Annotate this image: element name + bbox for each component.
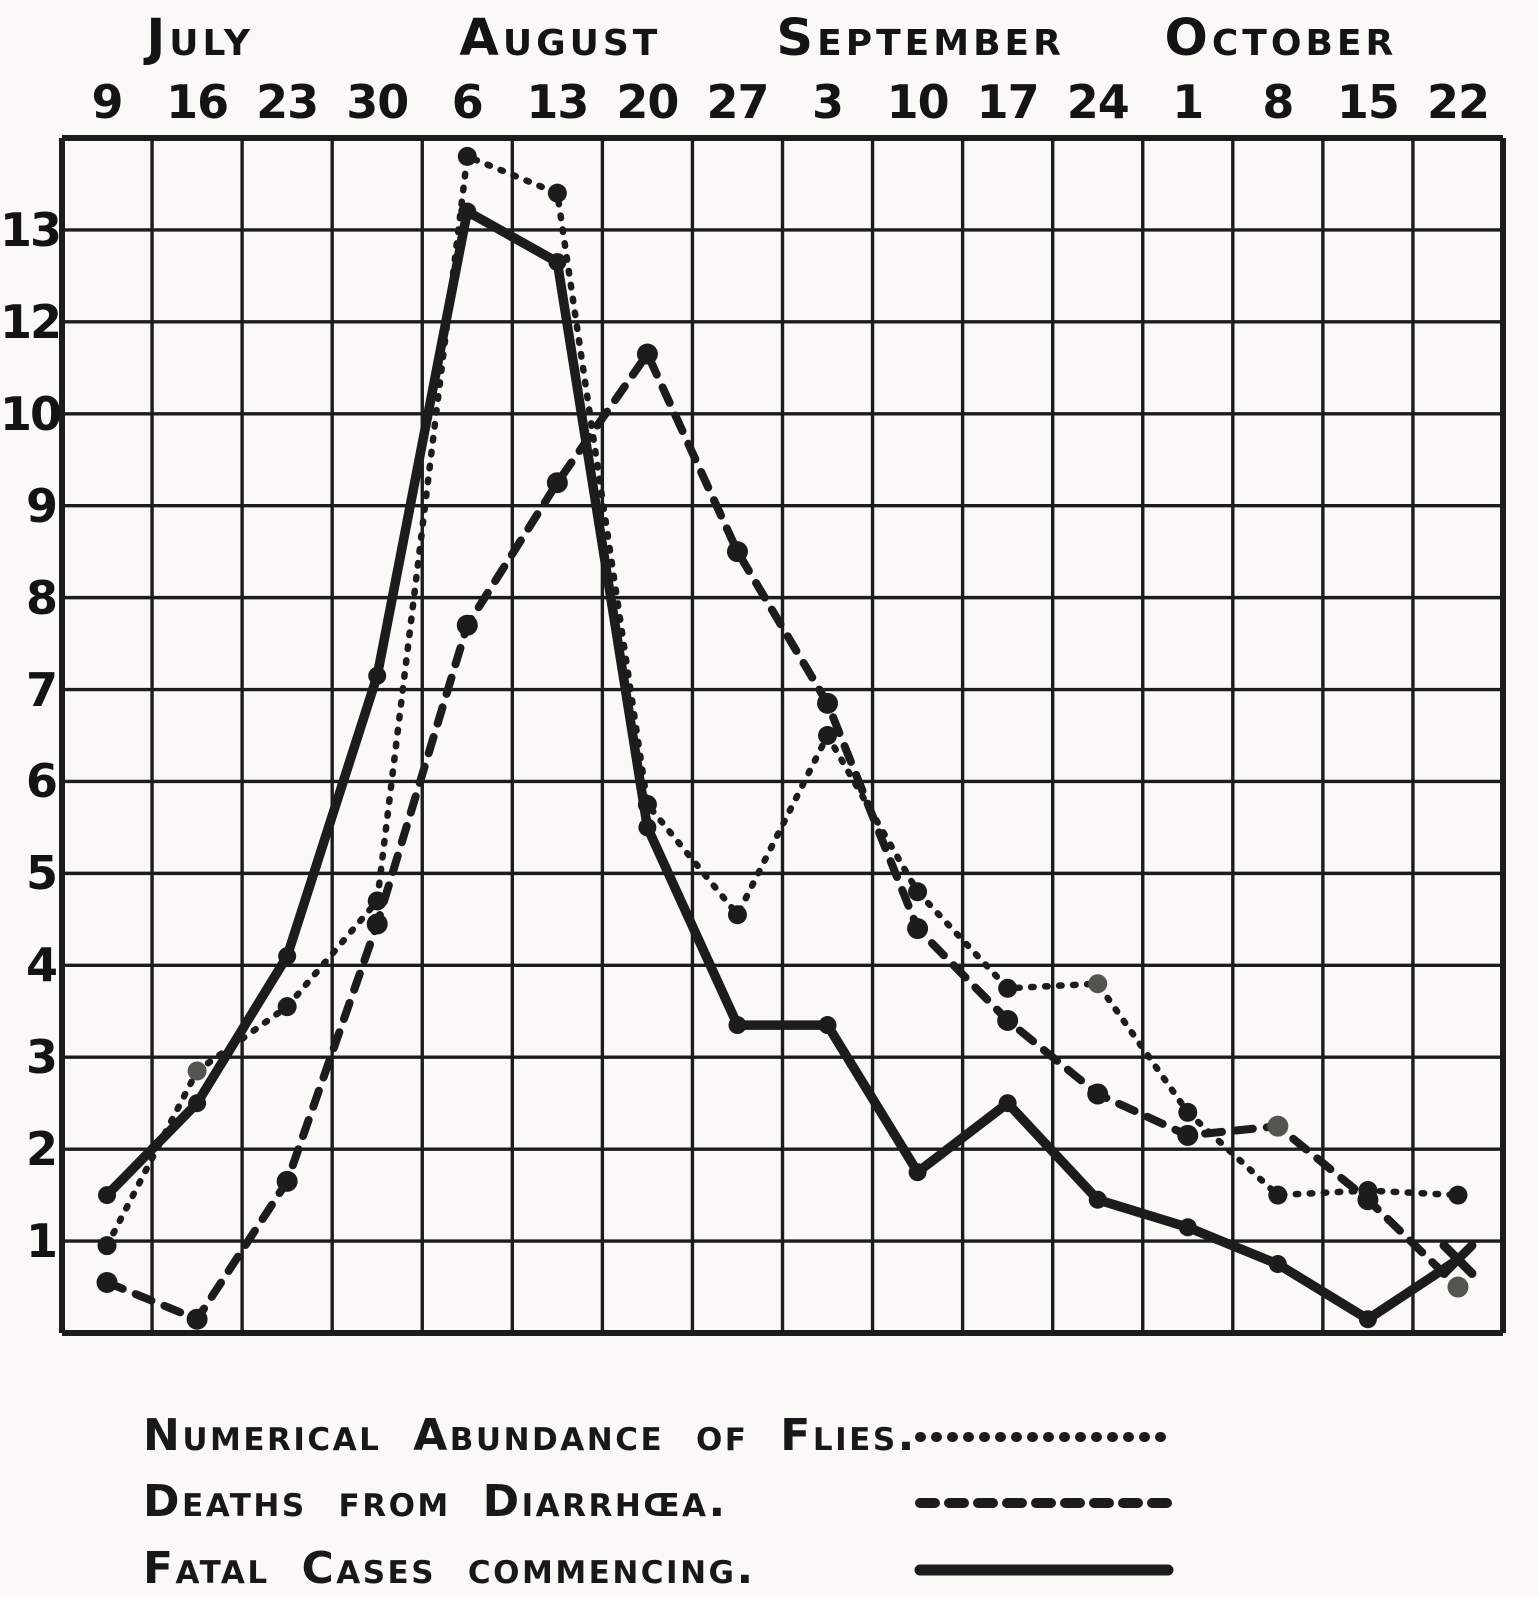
data-point-dashed <box>96 1271 118 1293</box>
y-axis-label: 5 <box>25 846 58 901</box>
month-label-september: September <box>776 9 1065 68</box>
data-point-dashed <box>1267 1115 1289 1137</box>
y-axis-label: 10 <box>0 386 62 441</box>
data-point-dashed <box>546 472 568 494</box>
y-axis-label: 8 <box>25 570 58 625</box>
data-point-dashed <box>636 343 658 365</box>
data-point-dashed <box>456 614 478 636</box>
series-line-dotted <box>103 153 1462 1249</box>
date-tick-label: 8 <box>1262 75 1294 129</box>
y-axis-label: 7 <box>25 662 58 717</box>
date-tick-label: 24 <box>1066 75 1130 129</box>
data-point-dotted <box>277 997 297 1017</box>
y-axis-label: 12 <box>0 294 62 349</box>
data-point-solid <box>458 202 477 221</box>
y-axis-label: 13 <box>0 202 62 257</box>
data-point-dashed <box>907 918 929 940</box>
data-point-dashed <box>1447 1276 1469 1298</box>
date-tick-label: 23 <box>256 75 319 129</box>
y-axis-label: 2 <box>25 1122 58 1177</box>
data-point-dotted <box>1088 974 1108 994</box>
data-point-dashed <box>276 1170 298 1192</box>
data-point-solid <box>548 253 567 272</box>
data-point-dashed <box>186 1308 208 1330</box>
data-point-solid <box>638 818 657 837</box>
data-point-dashed <box>1087 1083 1109 1105</box>
date-tick-label: 9 <box>91 75 124 129</box>
data-point-dotted <box>1448 1185 1468 1205</box>
data-point-solid <box>818 1016 837 1035</box>
date-tick-label: 10 <box>886 75 950 129</box>
data-point-solid <box>1178 1218 1197 1237</box>
date-tick-label: 30 <box>346 75 409 129</box>
data-point-dotted <box>727 905 747 925</box>
data-point-dotted <box>818 726 838 745</box>
data-point-solid <box>908 1163 927 1182</box>
data-point-dashed <box>1177 1124 1199 1146</box>
data-point-dashed <box>817 692 839 714</box>
data-point-dashed <box>366 913 388 935</box>
y-axis-label: 1 <box>25 1214 58 1269</box>
data-point-dotted <box>187 1061 207 1081</box>
data-point-solid <box>728 1016 747 1035</box>
y-axis-label: 9 <box>25 478 58 533</box>
date-tick-label: 27 <box>706 75 769 129</box>
y-axis-label: 3 <box>25 1030 58 1085</box>
date-tick-label: 6 <box>451 75 484 129</box>
data-point-solid <box>1358 1310 1377 1329</box>
data-point-dashed <box>1357 1189 1379 1211</box>
month-label-august: August <box>459 9 662 68</box>
series-line-solid <box>102 206 1463 1324</box>
data-point-dotted <box>1268 1185 1288 1205</box>
data-point-solid <box>1088 1190 1107 1209</box>
date-tick-label: 3 <box>812 75 844 129</box>
data-point-dotted <box>998 978 1018 998</box>
data-point-dotted <box>97 1236 117 1256</box>
date-tick-label: 13 <box>526 75 589 129</box>
date-tick-label: 15 <box>1336 75 1400 129</box>
y-axis-label: 4 <box>25 938 58 993</box>
data-point-solid <box>998 1094 1017 1113</box>
data-point-solid <box>188 1094 207 1113</box>
date-tick-label: 17 <box>976 75 1040 129</box>
data-point-solid <box>368 666 387 685</box>
data-point-dotted <box>547 183 567 203</box>
data-point-dotted <box>908 882 928 902</box>
data-point-dashed <box>997 1009 1019 1031</box>
y-axis-label: 6 <box>25 754 58 809</box>
data-point-dotted <box>1178 1102 1198 1122</box>
legend-label-dashed: Deaths from Diarrhœa. <box>143 1476 728 1527</box>
series-line-dashed <box>103 350 1462 1324</box>
legend-label-dotted: Numerical Abundance of Flies. <box>143 1410 917 1461</box>
month-label-october: October <box>1164 9 1398 68</box>
date-tick-label: 1 <box>1172 75 1204 129</box>
date-tick-label: 20 <box>616 75 679 129</box>
data-point-x-marker <box>1439 1240 1477 1278</box>
data-point-solid <box>98 1186 117 1205</box>
data-point-dashed <box>726 541 748 563</box>
data-point-dotted <box>457 146 477 166</box>
data-point-solid <box>278 947 297 966</box>
data-point-solid <box>1268 1255 1287 1274</box>
legend-label-solid: Fatal Cases commencing. <box>143 1543 756 1594</box>
date-tick-label: 16 <box>166 75 229 129</box>
month-label-july: July <box>146 9 254 68</box>
date-tick-label: 22 <box>1426 75 1490 129</box>
